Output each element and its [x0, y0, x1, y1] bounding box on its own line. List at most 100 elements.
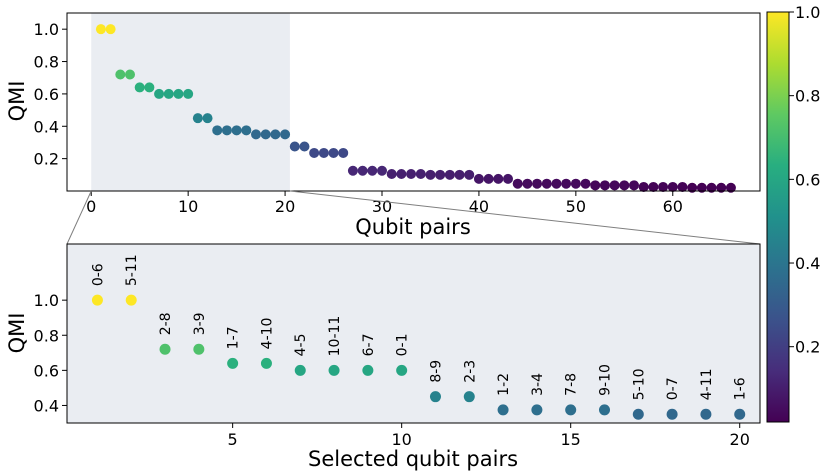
- bottom-point: [227, 357, 239, 369]
- top-point: [260, 129, 271, 140]
- bottom-point-label: 5-10: [631, 368, 647, 400]
- bottom-point: [734, 408, 746, 420]
- top-point: [231, 125, 242, 136]
- top-point: [173, 88, 184, 99]
- bottom-y-tick-label: 0.8: [34, 326, 59, 345]
- top-point: [241, 125, 252, 136]
- bottom-x-axis-label: Selected qubit pairs: [308, 447, 518, 471]
- bottom-point-label: 8-9: [428, 360, 444, 383]
- bottom-point-label: 5-11: [124, 254, 140, 286]
- top-point: [144, 82, 155, 93]
- bottom-point-label: 4-10: [259, 318, 275, 350]
- colorbar-tick-label: 0.2: [795, 338, 820, 357]
- top-point: [125, 69, 135, 80]
- top-x-tick-label: 0: [86, 197, 96, 216]
- top-point: [396, 169, 407, 180]
- bottom-point-label: 7-8: [564, 373, 580, 396]
- top-point: [357, 165, 368, 176]
- top-point: [619, 180, 630, 191]
- bottom-x-tick-label: 15: [561, 430, 581, 449]
- bottom-point: [700, 408, 712, 420]
- top-point: [590, 180, 601, 191]
- top-y-tick-label: 0.2: [34, 150, 59, 169]
- bottom-point: [565, 404, 577, 416]
- top-point: [454, 169, 465, 180]
- top-point: [251, 129, 261, 140]
- colorbar-gradient: [766, 11, 790, 423]
- bottom-point-label: 0-6: [90, 263, 106, 286]
- top-point: [212, 125, 223, 136]
- bottom-x-tick-label: 5: [228, 430, 238, 449]
- top-point: [638, 181, 649, 192]
- bottom-x-tick-label: 20: [730, 430, 750, 449]
- bottom-point-label: 6-7: [361, 333, 377, 356]
- bottom-point: [328, 364, 340, 376]
- top-point: [299, 141, 310, 152]
- top-point: [677, 181, 688, 192]
- top-point: [696, 182, 707, 193]
- bottom-point: [463, 391, 475, 403]
- top-point: [473, 173, 484, 184]
- top-x-tick-label: 50: [566, 197, 586, 216]
- top-point: [406, 169, 417, 180]
- top-y-tick-label: 0.8: [34, 53, 59, 72]
- top-x-tick-label: 30: [372, 197, 392, 216]
- top-points: [95, 24, 736, 193]
- top-point: [95, 24, 106, 35]
- top-point: [367, 165, 378, 176]
- bottom-point-label: 10-11: [327, 316, 343, 357]
- bottom-point: [497, 404, 509, 416]
- top-point: [551, 178, 562, 189]
- bottom-point-label: 0-1: [395, 333, 411, 356]
- top-point: [115, 69, 126, 80]
- top-y-tick-label: 0.4: [34, 117, 59, 136]
- top-point: [667, 181, 678, 192]
- bottom-point-label: 0-7: [665, 377, 681, 400]
- top-point: [522, 178, 533, 189]
- top-y-axis-label: QMI: [5, 81, 29, 122]
- bottom-y-tick-label: 1.0: [34, 291, 59, 310]
- top-point: [425, 169, 436, 180]
- top-x-tick-label: 10: [178, 197, 198, 216]
- top-point: [629, 180, 639, 191]
- top-point: [493, 173, 504, 184]
- top-point: [580, 178, 591, 189]
- top-point: [658, 181, 669, 192]
- top-point: [270, 129, 281, 140]
- bottom-point: [362, 364, 374, 376]
- top-point: [435, 169, 446, 180]
- top-point: [599, 180, 610, 191]
- bottom-point: [632, 408, 644, 420]
- bottom-plot-background: [67, 244, 760, 423]
- bottom-point-label: 4-11: [699, 368, 715, 400]
- zoom-connector-right: [289, 190, 761, 245]
- top-point: [309, 147, 320, 158]
- bottom-y-tick-label: 0.4: [34, 396, 59, 415]
- bottom-x-tick-label: 10: [391, 430, 411, 449]
- bottom-point: [396, 364, 408, 376]
- top-point: [532, 178, 543, 189]
- colorbar-ticks: 0.2 0.4 0.6 0.8 1.0: [789, 3, 820, 357]
- top-point: [570, 178, 581, 189]
- bottom-point: [531, 404, 543, 416]
- colorbar-tick-label: 1.0: [795, 3, 820, 22]
- colorbar-tick-label: 0.4: [795, 254, 820, 273]
- top-point: [716, 182, 727, 193]
- bottom-point-label: 3-9: [192, 312, 208, 335]
- top-point: [512, 178, 523, 189]
- top-point: [289, 141, 300, 152]
- bottom-point: [260, 357, 272, 369]
- top-point: [105, 24, 116, 35]
- bottom-y-tick-label: 0.6: [34, 361, 59, 380]
- top-point: [377, 165, 387, 176]
- bottom-y-axis-label: QMI: [5, 313, 29, 354]
- top-point: [687, 182, 698, 193]
- top-point: [134, 82, 145, 93]
- top-chart: 0 10 20 30 40 50 60 0.20.40.60.81.0 Qubit pair…: [5, 12, 761, 239]
- top-point: [503, 173, 513, 184]
- bottom-point-label: 4-5: [293, 333, 309, 356]
- top-point: [725, 182, 736, 193]
- bottom-point: [666, 408, 678, 420]
- top-y-ticks: 0.2 0.4 0.6 0.8 1.0: [34, 20, 67, 169]
